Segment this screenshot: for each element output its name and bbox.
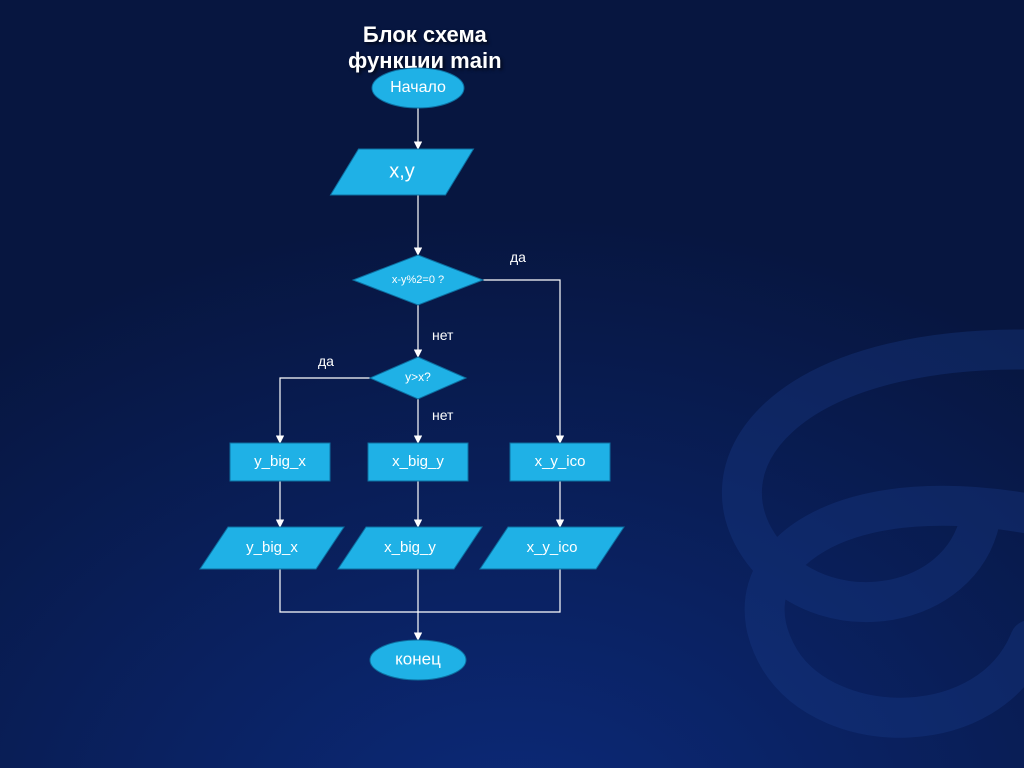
node-p_xby: x_big_y [338,527,482,569]
node-r_ybx: y_big_x [230,443,330,481]
node-r_xyi: x_y_ico [510,443,610,481]
svg-text:конец: конец [395,649,441,668]
svg-text:x_y_ico: x_y_ico [527,539,578,556]
svg-text:Начало: Начало [390,79,446,96]
edge-label: да [318,353,334,369]
node-d2: y>x? [370,357,466,399]
svg-text:x_big_y: x_big_y [392,453,444,470]
edge-p_ybx-join [280,569,418,612]
svg-text:x,y: x,y [389,160,415,182]
edge-p_xyi-join [418,569,560,612]
node-start: Начало [372,68,464,108]
svg-text:y>x?: y>x? [405,370,431,384]
svg-text:x_big_y: x_big_y [384,539,436,556]
flowchart-svg: Начало x,y x-y%2=0 ? y>x? y_big_x x_big_y x_y_… [0,0,1024,768]
node-io_xy: x,y [331,149,474,195]
node-end: конец [370,640,466,680]
node-d1: x-y%2=0 ? [353,255,483,305]
edge-label: нет [432,407,454,423]
edge-d1-r_xyi [483,280,560,443]
edge-label: да [510,249,526,265]
svg-text:y_big_x: y_big_x [246,539,298,556]
svg-text:x-y%2=0 ?: x-y%2=0 ? [392,274,444,286]
flowchart-stage: Блок схема функции main Началоx,yx-y%2=0… [0,0,1024,768]
node-p_ybx: y_big_x [200,527,344,569]
edge-d2-r_ybx [280,378,370,443]
svg-text:y_big_x: y_big_x [254,453,306,470]
svg-text:x_y_ico: x_y_ico [535,453,586,470]
edge-label: нет [432,327,454,343]
node-r_xby: x_big_y [368,443,468,481]
node-p_xyi: x_y_ico [480,527,624,569]
